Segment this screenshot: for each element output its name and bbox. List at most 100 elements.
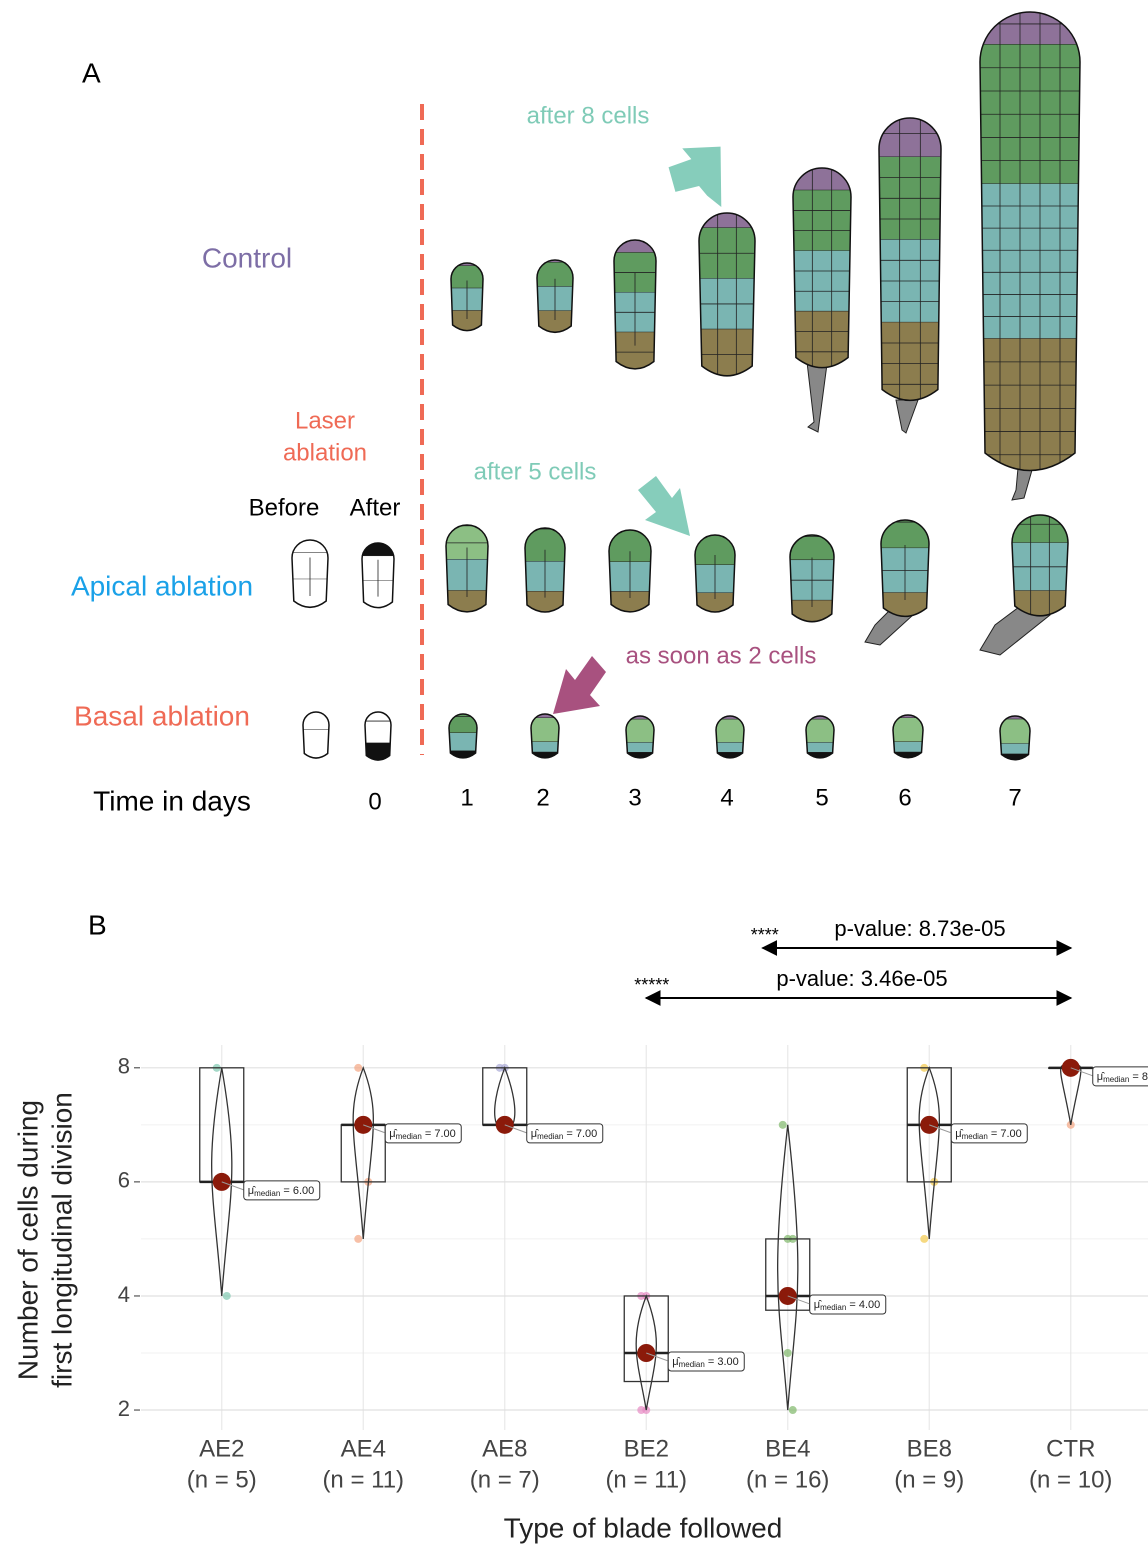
label-leader <box>929 1124 952 1134</box>
median-value: = 3.00 <box>708 1356 739 1368</box>
blade-band <box>446 590 488 612</box>
median-subscript: median <box>1103 1075 1129 1084</box>
blade-outline <box>805 715 835 759</box>
blade-band <box>537 310 573 333</box>
blade <box>451 263 483 331</box>
blade-band <box>881 520 929 550</box>
blade-band <box>1000 716 1030 721</box>
blade-band <box>716 752 744 758</box>
blade <box>626 716 654 758</box>
label-leader <box>504 1124 527 1134</box>
before-label: Before <box>249 494 320 521</box>
arrow <box>638 476 690 536</box>
violin <box>635 1294 657 1411</box>
arrow-label: after 8 cells <box>527 102 650 129</box>
box <box>765 1238 811 1311</box>
blade-band <box>626 719 654 744</box>
violin <box>352 1065 374 1239</box>
data-point <box>788 1406 797 1415</box>
blade-outline <box>625 715 655 759</box>
x-tick-label: (n = 16) <box>746 1466 829 1493</box>
blade-outline <box>291 539 329 609</box>
x-tick-label: CTR <box>1046 1435 1095 1462</box>
label-leader <box>363 1124 386 1134</box>
box <box>623 1295 669 1383</box>
blade-outline <box>448 713 478 759</box>
median-symbol: μ̂ <box>389 1128 397 1140</box>
median-symbol: μ̂ <box>248 1185 256 1197</box>
x-tick-label: (n = 11) <box>322 1466 404 1493</box>
blade <box>365 712 391 761</box>
median-label: μ̂median= 8.00 <box>1097 1071 1148 1084</box>
blade <box>790 535 834 622</box>
blade-band <box>893 752 923 758</box>
blade-band <box>303 729 329 759</box>
blade <box>525 528 565 612</box>
blade-band <box>451 263 483 267</box>
blade-band <box>793 190 851 252</box>
blade <box>893 715 923 758</box>
blade-outline <box>608 529 652 613</box>
blade <box>303 712 329 759</box>
blade-band <box>716 716 744 721</box>
blade <box>1012 515 1068 616</box>
panel-b: B Type of blade followed Number of cells… <box>12 909 1148 1543</box>
stalk <box>1011 467 1033 501</box>
x-tick-label: AE8 <box>482 1435 527 1462</box>
blade-outline <box>892 714 924 759</box>
violin <box>918 1065 940 1239</box>
blade-band <box>893 718 923 743</box>
data-point <box>783 1349 792 1357</box>
data-point <box>354 1234 363 1243</box>
median-label-box <box>1092 1066 1148 1087</box>
blade-band <box>626 716 654 721</box>
blade-band <box>790 535 834 562</box>
blade-band <box>1000 743 1030 756</box>
median-label-box <box>950 1123 1028 1144</box>
blade-band <box>449 714 477 734</box>
blade-band <box>879 239 941 324</box>
blade <box>537 260 573 333</box>
median-label-box <box>243 1180 321 1201</box>
blade-band <box>695 593 735 612</box>
blade-outline <box>999 715 1031 761</box>
median-value: = 7.00 <box>425 1128 456 1140</box>
blade-band <box>525 528 565 531</box>
blade-band <box>537 260 573 264</box>
x-axis-title: Type of blade followed <box>504 1512 783 1543</box>
blade-band <box>365 743 391 761</box>
day-label: 3 <box>628 784 641 811</box>
data-point <box>222 1291 231 1300</box>
blade-band <box>806 742 834 754</box>
day-label: 4 <box>720 784 733 811</box>
data-point <box>778 1120 787 1129</box>
y-tick-label: 8 <box>118 1054 130 1079</box>
p-value-label: p-value: 8.73e-05 <box>834 916 1005 941</box>
median-value: = 8.00 <box>1132 1071 1148 1083</box>
blade <box>614 240 656 369</box>
x-tick-label: BE4 <box>765 1435 810 1462</box>
blade <box>881 520 929 617</box>
day-label: 6 <box>898 784 911 811</box>
blade-band <box>699 329 755 376</box>
blade-outline <box>789 534 835 623</box>
blade <box>609 530 651 612</box>
x-tick-label: (n = 5) <box>187 1466 257 1493</box>
blade-outline <box>698 212 756 377</box>
blade <box>446 525 488 612</box>
blade-outline <box>302 711 330 759</box>
median-symbol: μ̂ <box>531 1128 539 1140</box>
blade <box>292 540 328 608</box>
blade-band <box>879 156 941 241</box>
label-leader <box>221 1181 244 1191</box>
median-label: μ̂median = 7.00 <box>389 1128 455 1141</box>
blade <box>699 213 755 376</box>
panel-letter: B <box>88 909 107 940</box>
blade <box>531 714 559 758</box>
x-tick-label: (n = 10) <box>1029 1466 1112 1493</box>
blade-band <box>980 12 1080 46</box>
violin <box>211 1067 233 1297</box>
blade-band <box>1000 719 1030 745</box>
arrow <box>553 656 606 714</box>
row-label: Basal ablation <box>74 700 250 731</box>
